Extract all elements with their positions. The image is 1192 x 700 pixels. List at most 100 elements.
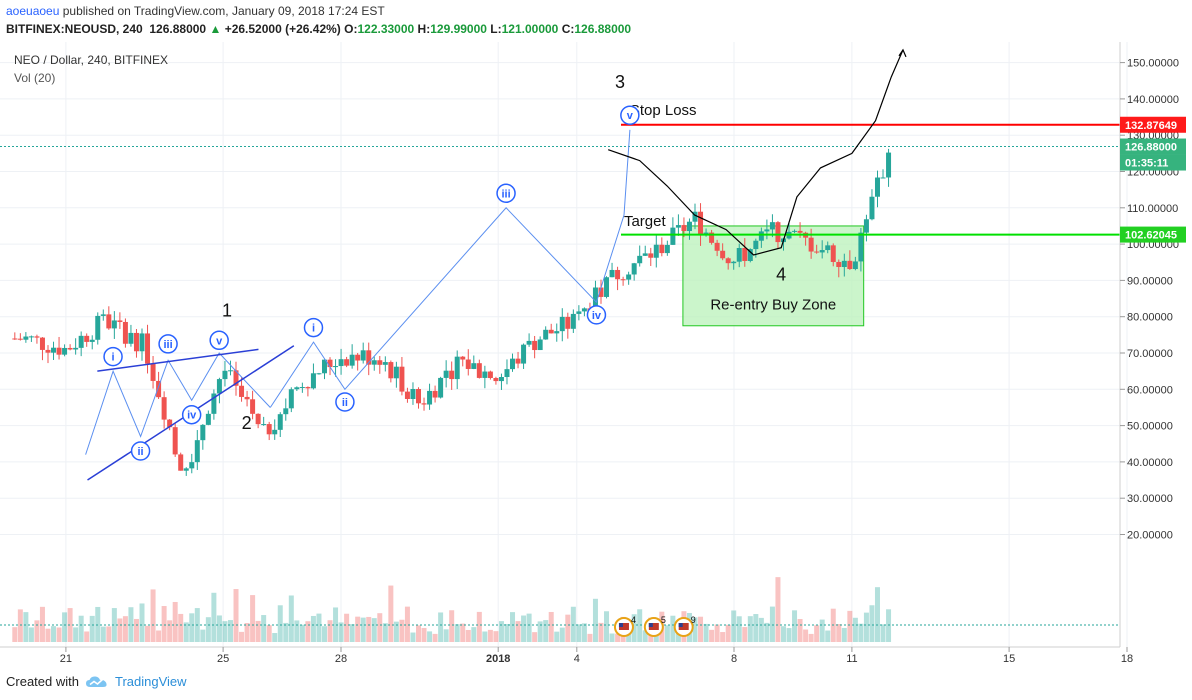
- candle-body: [100, 314, 106, 316]
- volume-bar: [581, 623, 587, 642]
- candle-body: [34, 336, 40, 338]
- volume-bar: [222, 621, 228, 642]
- wave-label-3: 3: [615, 72, 625, 92]
- subwave-i-text: i: [112, 352, 115, 364]
- volume-bar: [438, 612, 444, 642]
- time-tick-label: 8: [731, 653, 737, 665]
- volume-bar: [189, 613, 195, 642]
- candle-body: [117, 320, 123, 322]
- candle-body: [449, 370, 455, 380]
- candle-body: [565, 316, 571, 329]
- wave-leg: [269, 129, 631, 408]
- volume-bar: [156, 630, 162, 642]
- volume-bar: [626, 631, 632, 642]
- candle-body: [869, 196, 875, 220]
- candle-body: [227, 370, 233, 372]
- candle-body: [28, 336, 34, 338]
- stop-badge: [1120, 116, 1186, 133]
- candle-body: [454, 356, 460, 380]
- last-price: 126.88000: [149, 22, 207, 36]
- volume-bar: [587, 633, 593, 642]
- volume-bar: [598, 622, 604, 642]
- event-count: 4: [631, 615, 636, 625]
- volume-bar: [404, 606, 410, 642]
- time-tick-label: 4: [574, 653, 580, 665]
- candle-body: [841, 260, 847, 268]
- volume-bar: [498, 621, 504, 642]
- volume-bar: [460, 623, 466, 642]
- candle-body: [493, 378, 499, 382]
- volume-bar: [742, 627, 748, 642]
- candle-body: [283, 408, 289, 415]
- volume-bar: [150, 589, 156, 642]
- price-tick-label: 30.00000: [1127, 493, 1173, 505]
- tradingview-link[interactable]: TradingView: [114, 674, 187, 689]
- high-label: H:: [417, 22, 431, 36]
- volume-bar: [239, 631, 245, 642]
- candle-body: [106, 314, 112, 329]
- candle-body: [548, 329, 554, 334]
- volume-bar: [792, 610, 798, 642]
- volume-bar: [167, 620, 173, 642]
- volume-bar: [344, 613, 350, 642]
- author-link[interactable]: aoeuaoeu: [6, 4, 60, 18]
- volume-bar: [178, 613, 184, 642]
- volume-bar: [360, 617, 366, 642]
- volume-bar: [709, 629, 715, 642]
- candle-body: [460, 356, 466, 360]
- candle-body: [178, 454, 184, 471]
- open-value: 122.33000: [357, 22, 415, 36]
- volume-bar: [720, 632, 726, 642]
- volume-bar: [211, 592, 217, 642]
- subwave-iii-b: [496, 183, 516, 204]
- volume-bar: [95, 606, 101, 642]
- event-flag-stripes: [618, 623, 629, 630]
- candle-body: [609, 269, 615, 278]
- countdown-badge-text: 01:35:11: [1125, 158, 1168, 170]
- wave-label-1: 1: [222, 301, 232, 321]
- event-markers[interactable]: 4 5 9: [613, 615, 696, 637]
- volume-bars: [12, 577, 892, 642]
- volume-bar: [554, 631, 560, 642]
- candle-body: [664, 244, 670, 254]
- volume-bar: [642, 630, 648, 642]
- time-tick-label: 2018: [486, 653, 510, 665]
- high-value: 129.99000: [430, 22, 487, 36]
- time-axis[interactable]: 2125282018481115182225: [60, 647, 1192, 665]
- trendline-upper: [97, 348, 259, 372]
- candle-body: [277, 414, 283, 430]
- subwave-v-b-text: v: [627, 110, 634, 122]
- volume-bar: [172, 601, 178, 642]
- candle-body: [498, 377, 504, 382]
- candle-body: [377, 360, 383, 365]
- candle-body: [62, 347, 68, 355]
- volume-bar: [841, 627, 847, 642]
- volume-bar: [670, 615, 676, 642]
- candle-body: [576, 311, 582, 314]
- candle-body: [404, 391, 410, 399]
- candle-body: [366, 350, 372, 365]
- volume-bar: [73, 627, 79, 642]
- volume-bar: [814, 625, 820, 642]
- volume-bar: [410, 632, 416, 642]
- projection-path[interactable]: [608, 49, 904, 256]
- candle-body: [438, 377, 444, 398]
- candle-body: [51, 347, 57, 353]
- candle-body: [615, 269, 621, 280]
- candle-body: [537, 339, 543, 351]
- volume-bar: [592, 598, 598, 642]
- candle-body: [23, 336, 29, 340]
- volume-bar: [250, 595, 256, 642]
- candle-body: [753, 240, 759, 250]
- candle-body: [642, 253, 648, 256]
- subwave-i: [103, 346, 123, 367]
- volume-bar: [880, 624, 886, 642]
- candle-body: [305, 387, 311, 389]
- candle-body: [128, 332, 134, 344]
- volume-bar: [17, 609, 23, 642]
- volume-bar: [532, 632, 538, 642]
- stop-badge-text: 132.87649: [1125, 120, 1177, 132]
